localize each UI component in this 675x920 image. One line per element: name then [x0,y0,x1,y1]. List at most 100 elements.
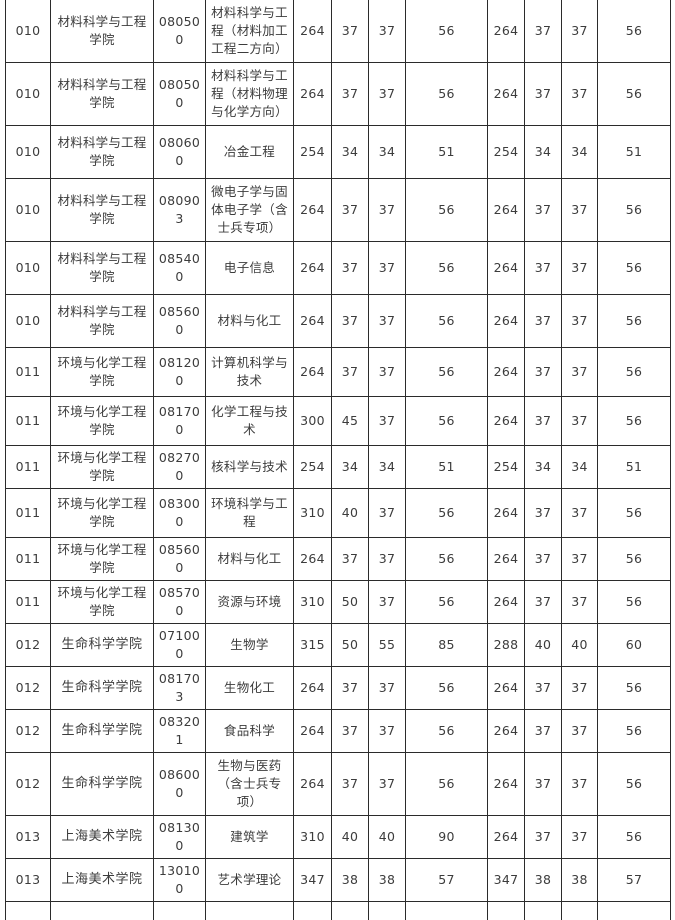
cell-total-b: 264 [488,63,525,126]
cell-total-a: 264 [294,667,332,710]
cell-major-code: 085600 [154,538,206,581]
cell-sub2-a: 38 [369,859,406,902]
cell-total-a: 300 [294,397,332,446]
cell-college-name: 材料科学与工程学院 [51,126,154,179]
cell-sub2-b: 37 [562,397,598,446]
cell-sub1-b: 37 [525,538,562,581]
cell-sub1-b: 37 [525,242,562,295]
cell-total-b: 264 [488,489,525,538]
cell-sub1-a: 45 [332,397,369,446]
cell-college-code: 011 [6,489,51,538]
cell-college-code: 011 [6,348,51,397]
cell-empty [369,902,406,920]
cell-empty [6,902,51,920]
cell-sub3-a: 51 [406,126,488,179]
cell-empty [51,902,154,920]
cell-total-a: 264 [294,753,332,816]
cell-sub1-a: 50 [332,581,369,624]
cell-sub1-a: 37 [332,538,369,581]
cell-major-code: 081700 [154,397,206,446]
cell-college-name: 生命科学学院 [51,710,154,753]
cell-sub3-a: 56 [406,242,488,295]
cell-total-b: 264 [488,667,525,710]
cell-sub3-b: 56 [598,295,671,348]
cell-sub1-b: 37 [525,489,562,538]
cell-sub2-a: 37 [369,397,406,446]
cell-sub3-b: 56 [598,242,671,295]
cell-total-b: 288 [488,624,525,667]
cell-major-code: 080500 [154,63,206,126]
cell-sub1-a: 37 [332,295,369,348]
cell-college-code: 012 [6,753,51,816]
cell-total-a: 264 [294,538,332,581]
cell-major-name: 环境科学与工程 [206,489,294,538]
cell-major-name: 核科学与技术 [206,446,294,489]
cell-sub1-a: 37 [332,710,369,753]
cell-empty [598,902,671,920]
cell-major-code: 085400 [154,242,206,295]
cell-major-code: 071000 [154,624,206,667]
cell-sub1-b: 37 [525,179,562,242]
cell-college-code: 013 [6,816,51,859]
cell-sub3-b: 60 [598,624,671,667]
cell-major-name: 资源与环境 [206,581,294,624]
cell-total-b: 347 [488,859,525,902]
cell-sub2-b: 37 [562,63,598,126]
cell-total-b: 264 [488,348,525,397]
cell-major-name: 化学工程与技术 [206,397,294,446]
cell-total-a: 264 [294,242,332,295]
cell-sub3-b: 56 [598,179,671,242]
cell-sub3-b: 56 [598,667,671,710]
cell-empty [154,902,206,920]
cell-sub3-a: 56 [406,295,488,348]
cell-sub3-b: 56 [598,753,671,816]
cell-major-name: 材料科学与工程（材料加工工程二方向） [206,0,294,63]
cell-major-code: 081200 [154,348,206,397]
cell-sub1-a: 37 [332,63,369,126]
cell-total-a: 310 [294,816,332,859]
cell-sub2-a: 37 [369,489,406,538]
cell-sub2-b: 37 [562,581,598,624]
cell-sub2-b: 37 [562,816,598,859]
cell-total-b: 264 [488,581,525,624]
cell-college-name: 环境与化学工程学院 [51,446,154,489]
cell-sub1-b: 37 [525,710,562,753]
cell-sub2-a: 37 [369,667,406,710]
cell-sub2-a: 37 [369,63,406,126]
cell-sub1-b: 37 [525,397,562,446]
cell-sub2-a: 37 [369,581,406,624]
cell-sub3-b: 56 [598,710,671,753]
cell-college-code: 010 [6,126,51,179]
cell-sub3-a: 56 [406,397,488,446]
cell-sub3-b: 51 [598,126,671,179]
cell-sub2-a: 34 [369,446,406,489]
cell-total-a: 315 [294,624,332,667]
cell-sub1-a: 34 [332,126,369,179]
cell-college-name: 材料科学与工程学院 [51,0,154,63]
cell-sub2-b: 37 [562,295,598,348]
cell-sub2-b: 37 [562,489,598,538]
cell-sub2-b: 37 [562,538,598,581]
cell-major-code: 086000 [154,753,206,816]
cell-total-b: 264 [488,0,525,63]
cell-total-a: 264 [294,348,332,397]
cell-empty [562,902,598,920]
cell-sub3-a: 56 [406,667,488,710]
cell-major-code: 081300 [154,816,206,859]
cell-college-name: 环境与化学工程学院 [51,581,154,624]
cell-total-a: 264 [294,179,332,242]
cell-sub3-a: 56 [406,0,488,63]
cell-major-code: 080500 [154,0,206,63]
cell-major-name: 电子信息 [206,242,294,295]
cell-college-name: 材料科学与工程学院 [51,179,154,242]
cell-sub3-b: 56 [598,538,671,581]
cell-sub1-b: 38 [525,859,562,902]
